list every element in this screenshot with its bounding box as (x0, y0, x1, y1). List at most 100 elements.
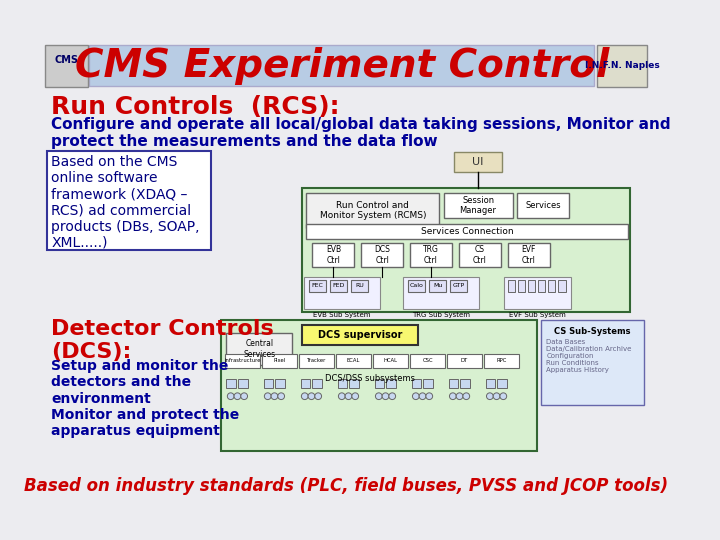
Text: I.N.F.N. Naples: I.N.F.N. Naples (585, 61, 660, 70)
Text: Pixel: Pixel (274, 359, 286, 363)
FancyBboxPatch shape (508, 280, 515, 292)
FancyBboxPatch shape (227, 380, 235, 388)
Text: TRG
Ctrl: TRG Ctrl (423, 245, 439, 265)
FancyBboxPatch shape (460, 380, 469, 388)
FancyBboxPatch shape (449, 380, 458, 388)
Circle shape (352, 393, 359, 400)
FancyBboxPatch shape (447, 354, 482, 368)
FancyBboxPatch shape (538, 280, 545, 292)
Text: HCAL: HCAL (384, 359, 397, 363)
Text: Central
Services: Central Services (243, 340, 275, 359)
FancyBboxPatch shape (528, 280, 535, 292)
FancyBboxPatch shape (484, 354, 519, 368)
Circle shape (382, 393, 389, 400)
FancyBboxPatch shape (548, 280, 555, 292)
Text: Services Connection: Services Connection (420, 227, 513, 236)
Text: Based on the CMS
online software
framework (XDAQ –
RCS) ad commercial
products (: Based on the CMS online software framewo… (51, 155, 200, 249)
FancyBboxPatch shape (374, 380, 384, 388)
FancyBboxPatch shape (361, 243, 403, 267)
Circle shape (345, 393, 352, 400)
Text: DT: DT (461, 359, 468, 363)
Text: Run Controls  (RCS):: Run Controls (RCS): (51, 95, 340, 119)
FancyBboxPatch shape (299, 354, 334, 368)
Text: EVF
Ctrl: EVF Ctrl (521, 245, 536, 265)
Circle shape (234, 393, 240, 400)
Text: GTP: GTP (453, 284, 465, 288)
FancyBboxPatch shape (227, 333, 292, 365)
FancyBboxPatch shape (300, 380, 310, 388)
Circle shape (493, 393, 500, 400)
FancyBboxPatch shape (387, 380, 395, 388)
FancyBboxPatch shape (518, 280, 525, 292)
Text: Calo: Calo (410, 284, 423, 288)
Text: Detector Controls
(DCS):: Detector Controls (DCS): (51, 319, 274, 362)
Circle shape (278, 393, 284, 400)
FancyBboxPatch shape (508, 243, 549, 267)
FancyBboxPatch shape (486, 380, 495, 388)
FancyBboxPatch shape (351, 280, 368, 292)
Text: CMS Experiment Control: CMS Experiment Control (75, 48, 609, 85)
Circle shape (389, 393, 395, 400)
Text: Data Bases
Data/Calibration Archive
Configuration
Run Conditions
Apparatus Histo: Data Bases Data/Calibration Archive Conf… (546, 339, 631, 373)
Text: ECAL: ECAL (347, 359, 360, 363)
Text: TRG Sub System: TRG Sub System (412, 312, 470, 318)
Circle shape (419, 393, 426, 400)
Circle shape (487, 393, 493, 400)
FancyBboxPatch shape (444, 193, 513, 218)
FancyBboxPatch shape (302, 187, 631, 312)
FancyBboxPatch shape (349, 380, 359, 388)
Text: CMS: CMS (55, 55, 78, 65)
Text: infrastructure: infrastructure (224, 359, 261, 363)
FancyBboxPatch shape (238, 380, 248, 388)
FancyBboxPatch shape (222, 320, 537, 451)
FancyBboxPatch shape (410, 354, 445, 368)
FancyBboxPatch shape (302, 325, 418, 345)
FancyBboxPatch shape (264, 380, 273, 388)
FancyBboxPatch shape (307, 193, 439, 228)
FancyBboxPatch shape (504, 276, 572, 309)
Circle shape (426, 393, 433, 400)
FancyBboxPatch shape (498, 380, 507, 388)
Text: EVB Sub System: EVB Sub System (313, 312, 371, 318)
Text: RPC: RPC (497, 359, 507, 363)
FancyBboxPatch shape (410, 243, 452, 267)
FancyBboxPatch shape (309, 280, 325, 292)
Circle shape (315, 393, 322, 400)
FancyBboxPatch shape (423, 380, 433, 388)
Circle shape (264, 393, 271, 400)
FancyBboxPatch shape (517, 193, 569, 218)
FancyBboxPatch shape (403, 276, 479, 309)
FancyBboxPatch shape (275, 380, 284, 388)
FancyBboxPatch shape (89, 45, 594, 86)
FancyBboxPatch shape (312, 243, 354, 267)
FancyBboxPatch shape (307, 224, 628, 239)
FancyBboxPatch shape (336, 354, 372, 368)
Text: Mu: Mu (433, 284, 442, 288)
Circle shape (338, 393, 345, 400)
FancyBboxPatch shape (304, 276, 379, 309)
Text: Setup and monitor the
detectors and the
environment
Monitor and protect the
appa: Setup and monitor the detectors and the … (51, 359, 240, 438)
FancyBboxPatch shape (48, 151, 212, 250)
FancyBboxPatch shape (459, 243, 501, 267)
FancyBboxPatch shape (312, 380, 322, 388)
FancyBboxPatch shape (429, 280, 446, 292)
Circle shape (228, 393, 234, 400)
FancyBboxPatch shape (225, 354, 260, 368)
FancyBboxPatch shape (338, 380, 347, 388)
Text: Services: Services (525, 201, 561, 210)
Text: FEC: FEC (312, 284, 323, 288)
Text: DCS supervisor: DCS supervisor (318, 330, 402, 340)
FancyBboxPatch shape (373, 354, 408, 368)
Text: FED: FED (332, 284, 345, 288)
FancyBboxPatch shape (262, 354, 297, 368)
Text: RU: RU (355, 284, 364, 288)
Circle shape (449, 393, 456, 400)
Circle shape (308, 393, 315, 400)
Circle shape (271, 393, 278, 400)
Text: Run Control and
Monitor System (RCMS): Run Control and Monitor System (RCMS) (320, 200, 426, 220)
Circle shape (500, 393, 507, 400)
Circle shape (456, 393, 463, 400)
Text: CSC: CSC (422, 359, 433, 363)
FancyBboxPatch shape (408, 280, 425, 292)
Circle shape (413, 393, 419, 400)
